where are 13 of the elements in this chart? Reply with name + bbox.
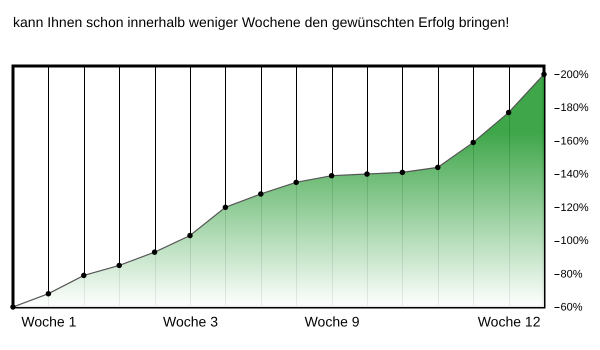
y-tick-label: 200% [560, 68, 589, 81]
y-tick-label: 140% [560, 168, 589, 181]
y-tick-label: 180% [560, 102, 589, 114]
x-tick-label: Woche 9 [304, 314, 360, 330]
y-tick-label: 80% [560, 268, 583, 280]
y-tick-label: 160% [560, 135, 589, 148]
x-tick-label: Woche 3 [163, 314, 218, 330]
x-tick-label: Woche 12 [478, 314, 541, 330]
y-tick-label: 100% [560, 235, 589, 248]
y-tick-label: 60% [560, 302, 583, 314]
chart-title: kann Ihnen schon innerhalb weniger Wochene den gewünschten Erfolg bringen! [13, 14, 510, 30]
y-tick-label: 120% [560, 202, 589, 214]
x-tick-label: Woche 1 [21, 314, 77, 330]
